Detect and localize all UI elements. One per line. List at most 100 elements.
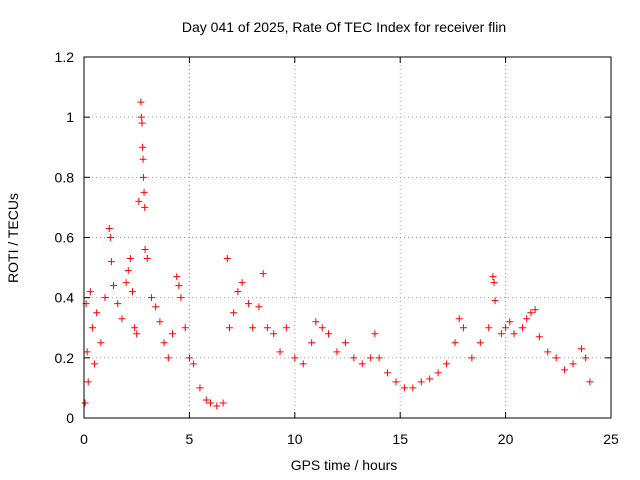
data-point — [371, 330, 379, 338]
data-point — [152, 303, 160, 311]
data-point — [131, 324, 139, 332]
data-point — [185, 354, 193, 362]
y-tick-label: 1 — [66, 109, 74, 125]
data-point — [392, 378, 400, 386]
data-point — [175, 282, 183, 290]
data-point — [244, 300, 252, 308]
data-point — [223, 255, 231, 263]
y-tick-label: 1.2 — [55, 49, 75, 65]
data-point — [527, 309, 535, 317]
data-point — [213, 402, 221, 410]
data-point — [137, 98, 145, 106]
data-point — [114, 300, 122, 308]
data-point — [270, 330, 278, 338]
data-point — [497, 330, 505, 338]
data-point — [455, 315, 463, 323]
y-axis: 0 0.2 0.4 0.6 0.8 1 1.2 — [55, 49, 611, 426]
data-point — [133, 330, 141, 338]
data-point — [137, 113, 145, 121]
data-point — [249, 324, 257, 332]
data-point — [84, 378, 92, 386]
data-point — [107, 258, 115, 266]
data-point — [118, 315, 126, 323]
data-point — [489, 273, 497, 281]
data-point — [219, 399, 227, 407]
data-point — [443, 360, 451, 368]
data-point — [139, 143, 147, 151]
data-point — [333, 348, 341, 356]
data-point — [93, 309, 101, 317]
x-axis: 0 5 10 15 20 25 — [80, 57, 619, 447]
y-tick-label: 0.8 — [55, 169, 75, 185]
data-point — [259, 270, 267, 278]
data-point — [299, 360, 307, 368]
data-point — [491, 297, 499, 305]
data-point — [181, 324, 189, 332]
data-points — [81, 98, 594, 410]
data-point — [506, 318, 514, 326]
data-point — [196, 384, 204, 392]
data-point — [160, 339, 168, 347]
data-point — [135, 197, 143, 205]
x-axis-label: GPS time / hours — [291, 457, 398, 473]
data-point — [141, 246, 149, 254]
data-point — [88, 324, 96, 332]
data-point — [86, 288, 94, 296]
x-tick-label: 15 — [392, 431, 408, 447]
data-point — [577, 345, 585, 353]
data-point — [535, 333, 543, 341]
data-point — [291, 354, 299, 362]
data-point — [263, 324, 271, 332]
data-point — [502, 324, 510, 332]
data-point — [523, 315, 531, 323]
data-point — [417, 378, 425, 386]
x-tick-label: 0 — [80, 431, 88, 447]
data-point — [164, 354, 172, 362]
y-tick-label: 0.6 — [55, 230, 75, 246]
data-point — [110, 282, 118, 290]
data-point — [140, 188, 148, 196]
data-point — [230, 309, 238, 317]
data-point — [341, 339, 349, 347]
data-point — [569, 360, 577, 368]
data-point — [143, 255, 151, 263]
data-point — [552, 354, 560, 362]
data-point — [400, 384, 408, 392]
x-tick-label: 25 — [603, 431, 619, 447]
data-point — [255, 303, 263, 311]
y-tick-label: 0.2 — [55, 350, 75, 366]
data-point — [83, 348, 91, 356]
data-point — [139, 155, 147, 163]
data-point — [169, 330, 177, 338]
data-point — [582, 354, 590, 362]
data-point — [147, 294, 155, 302]
data-point — [561, 366, 569, 374]
data-point — [325, 330, 333, 338]
y-tick-label: 0 — [66, 410, 74, 426]
data-point — [202, 396, 210, 404]
data-point — [318, 324, 326, 332]
data-point — [308, 339, 316, 347]
data-point — [101, 294, 109, 302]
data-point — [434, 369, 442, 377]
data-point — [350, 354, 358, 362]
x-tick-label: 5 — [186, 431, 194, 447]
data-point — [225, 324, 233, 332]
data-point — [358, 360, 366, 368]
data-point — [312, 318, 320, 326]
data-point — [384, 369, 392, 377]
data-point — [81, 399, 89, 407]
data-point — [510, 330, 518, 338]
data-point — [122, 279, 130, 287]
x-tick-label: 20 — [498, 431, 514, 447]
data-point — [238, 279, 246, 287]
data-point — [409, 384, 417, 392]
data-point — [476, 339, 484, 347]
x-tick-label: 10 — [287, 431, 303, 447]
data-point — [139, 173, 147, 181]
data-point — [518, 324, 526, 332]
data-point — [451, 339, 459, 347]
plot-frame — [83, 56, 612, 419]
data-point — [124, 267, 132, 275]
data-point — [206, 399, 214, 407]
